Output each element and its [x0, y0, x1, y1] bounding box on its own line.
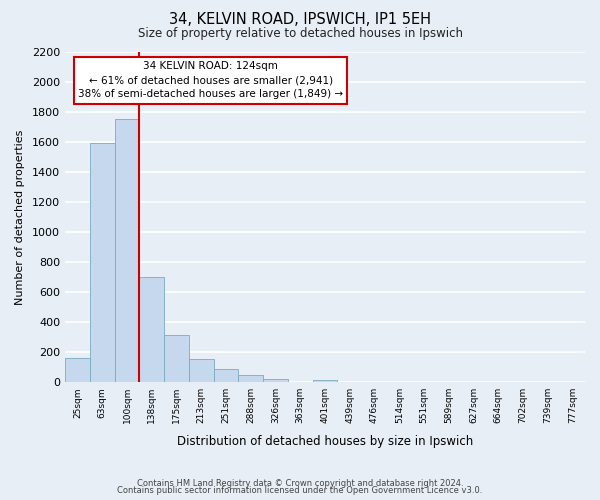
Bar: [164, 335, 189, 382]
Bar: [115, 119, 139, 382]
Bar: [238, 374, 263, 382]
Bar: [139, 277, 164, 382]
Bar: [263, 379, 288, 382]
Bar: [313, 380, 337, 382]
Text: 34 KELVIN ROAD: 124sqm
← 61% of detached houses are smaller (2,941)
38% of semi-: 34 KELVIN ROAD: 124sqm ← 61% of detached…: [78, 62, 343, 100]
Bar: [214, 370, 238, 382]
X-axis label: Distribution of detached houses by size in Ipswich: Distribution of detached houses by size …: [177, 434, 473, 448]
Text: Contains HM Land Registry data © Crown copyright and database right 2024.: Contains HM Land Registry data © Crown c…: [137, 478, 463, 488]
Bar: [65, 358, 90, 382]
Bar: [189, 359, 214, 382]
Text: Size of property relative to detached houses in Ipswich: Size of property relative to detached ho…: [137, 28, 463, 40]
Text: 34, KELVIN ROAD, IPSWICH, IP1 5EH: 34, KELVIN ROAD, IPSWICH, IP1 5EH: [169, 12, 431, 28]
Text: Contains public sector information licensed under the Open Government Licence v3: Contains public sector information licen…: [118, 486, 482, 495]
Y-axis label: Number of detached properties: Number of detached properties: [15, 129, 25, 304]
Bar: [90, 143, 115, 382]
